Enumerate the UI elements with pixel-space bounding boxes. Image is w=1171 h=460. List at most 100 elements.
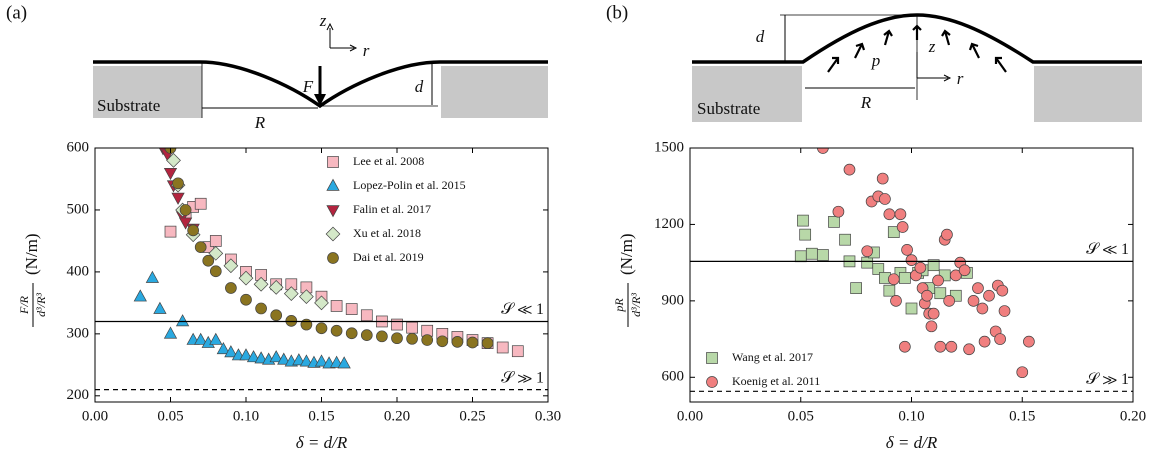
arrow-head	[349, 44, 358, 52]
z-label: z	[319, 11, 327, 30]
r-label: r	[957, 69, 964, 88]
marker-triangle-down	[178, 217, 193, 230]
marker-circle	[949, 269, 962, 282]
marker-triangle	[337, 356, 351, 369]
z-label: z	[928, 37, 936, 56]
marker-circle	[983, 289, 995, 302]
marker-square	[164, 225, 177, 238]
y-label-unit: (N/m)	[617, 233, 636, 275]
marker-square	[887, 226, 900, 238]
marker-circle	[927, 307, 940, 320]
x-tick-label: 0.05	[157, 408, 183, 424]
marker-square	[934, 287, 947, 300]
marker-circle	[963, 343, 975, 356]
radius-label: R	[254, 113, 266, 132]
marker-circle	[921, 289, 933, 302]
y-tick-label: 900	[662, 292, 685, 308]
marker-circle	[998, 305, 1011, 317]
depth-label: d	[415, 77, 424, 96]
marker-square	[794, 250, 807, 263]
arrow-head	[943, 74, 952, 82]
marker-circle	[255, 302, 267, 315]
marker-triangle-down	[326, 205, 340, 218]
pressure-label: p	[871, 51, 881, 70]
x-tick-label: 0.20	[384, 408, 410, 424]
marker-circle	[315, 322, 328, 335]
marker-square	[706, 352, 718, 364]
marker-triangle	[194, 332, 208, 345]
marker-circle	[894, 208, 907, 221]
marker-circle	[376, 330, 388, 343]
x-tick-label: 0.20	[1120, 408, 1146, 424]
marker-circle	[300, 318, 313, 331]
marker-circle	[883, 208, 896, 221]
y-tick-label: 300	[67, 325, 90, 341]
legend-label: Falin et al. 2017	[353, 202, 431, 216]
legend-label: Lee et al. 2008	[353, 154, 424, 168]
marker-circle	[209, 265, 222, 278]
marker-square	[797, 214, 809, 227]
depth-label: d	[756, 27, 765, 46]
x-tick-label: 0.15	[308, 408, 334, 424]
y-label-denominator: d³/R³	[34, 293, 48, 317]
arrow-head	[326, 22, 334, 31]
marker-circle	[843, 163, 856, 176]
marker-square	[391, 318, 403, 331]
marker-square	[406, 321, 418, 334]
y-label-numerator: pR	[612, 298, 626, 313]
substrate	[93, 66, 202, 118]
reference-label: 𝒮 ≫ 1	[1086, 371, 1129, 388]
panel-label: (b)	[606, 2, 628, 23]
marker-circle	[466, 336, 479, 349]
y-axis-label: F/R d³/R³ (N/m)	[17, 233, 48, 327]
y-label-unit: (N/m)	[22, 233, 41, 275]
marker-diamond	[238, 270, 254, 286]
marker-circle	[285, 314, 298, 327]
marker-square	[511, 345, 524, 358]
marker-circle	[817, 148, 829, 154]
marker-square	[330, 300, 343, 312]
radius-label: R	[860, 93, 872, 112]
plot-area	[794, 148, 1035, 379]
marker-circle	[925, 320, 938, 333]
reference-label: 𝒮 ≫ 1	[501, 369, 544, 386]
r-label: r	[363, 41, 370, 60]
reference-label: 𝒮 ≪ 1	[501, 301, 544, 318]
marker-circle	[172, 177, 184, 190]
marker-circle	[187, 224, 199, 237]
marker-circle	[270, 309, 283, 322]
marker-circle	[996, 284, 1009, 297]
x-tick-label: 0.25	[459, 408, 485, 424]
marker-circle	[436, 335, 449, 348]
legend-label: Wang et al. 2017	[732, 350, 813, 364]
marker-diamond	[166, 153, 181, 168]
marker-circle	[240, 293, 252, 306]
substrate-label: Substrate	[97, 96, 160, 115]
force-label: F	[302, 77, 314, 96]
legend-label: Koenig et al. 2011	[732, 374, 820, 388]
x-axis-label: δ = d/R	[886, 433, 938, 452]
schematic-a: Substrate F R d z r (a)	[6, 2, 548, 132]
legend-label: Dai et al. 2019	[353, 250, 424, 264]
marker-circle	[421, 334, 434, 346]
marker-circle	[967, 295, 980, 307]
marker-circle	[941, 228, 953, 241]
marker-circle	[932, 274, 944, 287]
marker-triangle	[314, 354, 329, 367]
y-axis-label: pR d³/R³ (N/m)	[612, 233, 643, 327]
y-label-denominator: d³/R³	[629, 293, 643, 317]
marker-diamond	[314, 295, 329, 311]
marker-circle	[327, 252, 339, 264]
reference-label: 𝒮 ≪ 1	[1086, 241, 1129, 258]
y-tick-label: 600	[662, 369, 685, 385]
marker-triangle	[254, 351, 268, 364]
x-tick-label: 0.00	[82, 408, 108, 424]
y-tick-label: 500	[67, 201, 90, 217]
marker-square	[209, 235, 222, 247]
marker-triangle	[175, 314, 190, 327]
marker-diamond	[299, 289, 314, 305]
substrate	[1034, 66, 1142, 122]
marker-triangle	[246, 350, 261, 363]
arrow-head	[314, 94, 326, 106]
marker-circle	[934, 340, 947, 353]
